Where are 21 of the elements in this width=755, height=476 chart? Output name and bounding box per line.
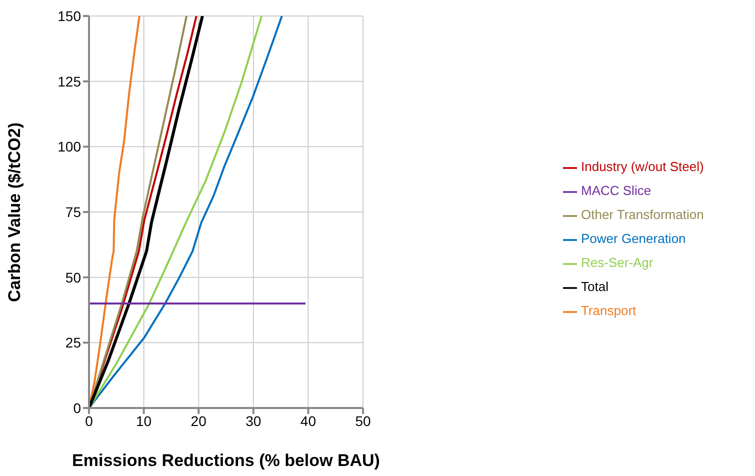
legend-label: Transport [581,303,636,318]
legend-label: Res-Ser-Agr [581,255,654,270]
legend-label: Power Generation [581,231,686,246]
x-tick-label: 40 [300,412,316,429]
y-tick-label: 0 [73,400,82,416]
x-axis-title: Emissions Reductions (% below BAU) [72,451,380,470]
legend-label: Other Transformation [581,207,704,222]
y-tick-label: 25 [65,334,82,351]
x-tick-label: 50 [355,412,371,429]
legend-label: MACC Slice [581,183,652,198]
y-tick-label: 100 [58,138,82,155]
y-tick-label: 50 [65,269,82,286]
y-tick-label: 125 [58,73,82,90]
legend-label: Total [581,279,608,294]
x-tick-label: 0 [85,412,94,429]
y-tick-label: 75 [65,204,82,220]
x-tick-label: 20 [190,412,207,429]
x-tick-label: 30 [246,412,262,429]
x-tick-label: 10 [136,412,152,429]
y-tick-label: 150 [58,8,82,24]
legend-label: Industry (w/out Steel) [581,159,704,174]
